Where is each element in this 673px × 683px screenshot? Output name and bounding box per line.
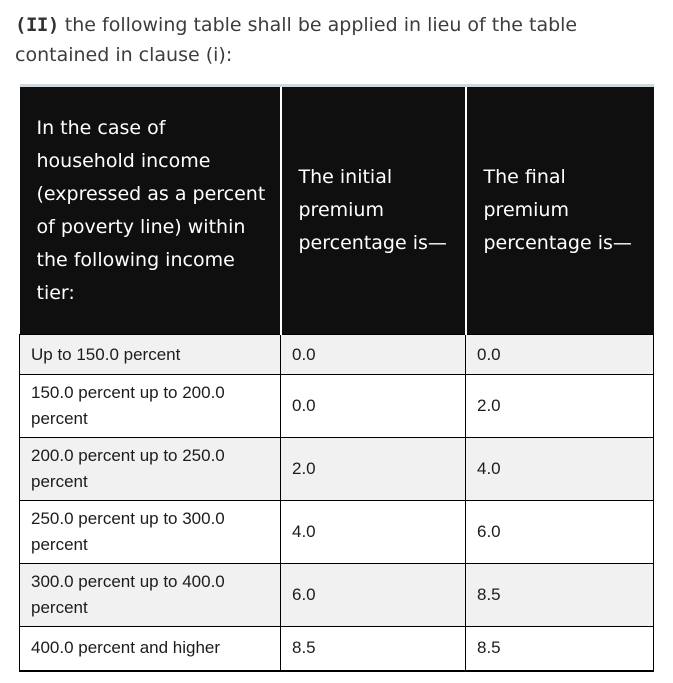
initial-cell: 6.0 xyxy=(280,563,466,627)
tier-cell: 400.0 percent and higher xyxy=(19,626,281,672)
intro-line1: the following table shall be applied in … xyxy=(58,14,578,36)
initial-cell: 0.0 xyxy=(280,334,466,375)
initial-cell: 4.0 xyxy=(280,500,466,564)
clause-marker: (II) xyxy=(15,14,59,36)
tier-cell: 250.0 percent up to 300.0 percent xyxy=(19,500,281,564)
premium-percentage-table: In the case of household income (express… xyxy=(19,84,654,672)
final-cell: 4.0 xyxy=(465,437,654,501)
header-initial-premium: The initial premium percentage is— xyxy=(279,84,466,335)
table-row: 400.0 percent and higher 8.5 8.5 xyxy=(19,626,654,672)
header-income-tier: In the case of household income (express… xyxy=(19,84,281,335)
table-header: In the case of household income (express… xyxy=(19,84,654,335)
table-row: 200.0 percent up to 250.0 percent 2.0 4.… xyxy=(19,437,654,501)
initial-cell: 8.5 xyxy=(280,626,466,672)
header-row: In the case of household income (express… xyxy=(19,84,654,335)
table-body: Up to 150.0 percent 0.0 0.0 150.0 percen… xyxy=(19,334,654,672)
header-final-premium: The final premium percentage is— xyxy=(464,84,654,335)
tier-cell: 150.0 percent up to 200.0 percent xyxy=(19,374,281,438)
table-row: 300.0 percent up to 400.0 percent 6.0 8.… xyxy=(19,563,654,627)
tier-cell: Up to 150.0 percent xyxy=(19,334,281,375)
final-cell: 8.5 xyxy=(465,563,654,627)
tier-cell: 200.0 percent up to 250.0 percent xyxy=(19,437,281,501)
initial-cell: 2.0 xyxy=(280,437,466,501)
table-row: 250.0 percent up to 300.0 percent 4.0 6.… xyxy=(19,500,654,564)
intro-line2: contained in clause (i): xyxy=(15,44,233,66)
final-cell: 0.0 xyxy=(465,334,654,375)
initial-cell: 0.0 xyxy=(280,374,466,438)
final-cell: 2.0 xyxy=(465,374,654,438)
table-row: 150.0 percent up to 200.0 percent 0.0 2.… xyxy=(19,374,654,438)
tier-cell: 300.0 percent up to 400.0 percent xyxy=(19,563,281,627)
table-row: Up to 150.0 percent 0.0 0.0 xyxy=(19,334,654,375)
intro-paragraph: (II) the following table shall be applie… xyxy=(15,10,655,70)
final-cell: 8.5 xyxy=(465,626,654,672)
final-cell: 6.0 xyxy=(465,500,654,564)
